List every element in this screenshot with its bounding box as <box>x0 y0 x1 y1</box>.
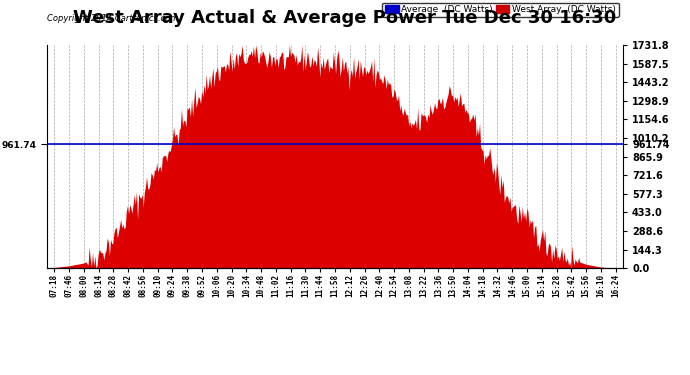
Text: Copyright 2014 Cartronics.com: Copyright 2014 Cartronics.com <box>47 14 178 23</box>
Legend: Average  (DC Watts), West Array  (DC Watts): Average (DC Watts), West Array (DC Watts… <box>382 3 618 17</box>
Text: West Array Actual & Average Power Tue Dec 30 16:30: West Array Actual & Average Power Tue De… <box>73 9 617 27</box>
